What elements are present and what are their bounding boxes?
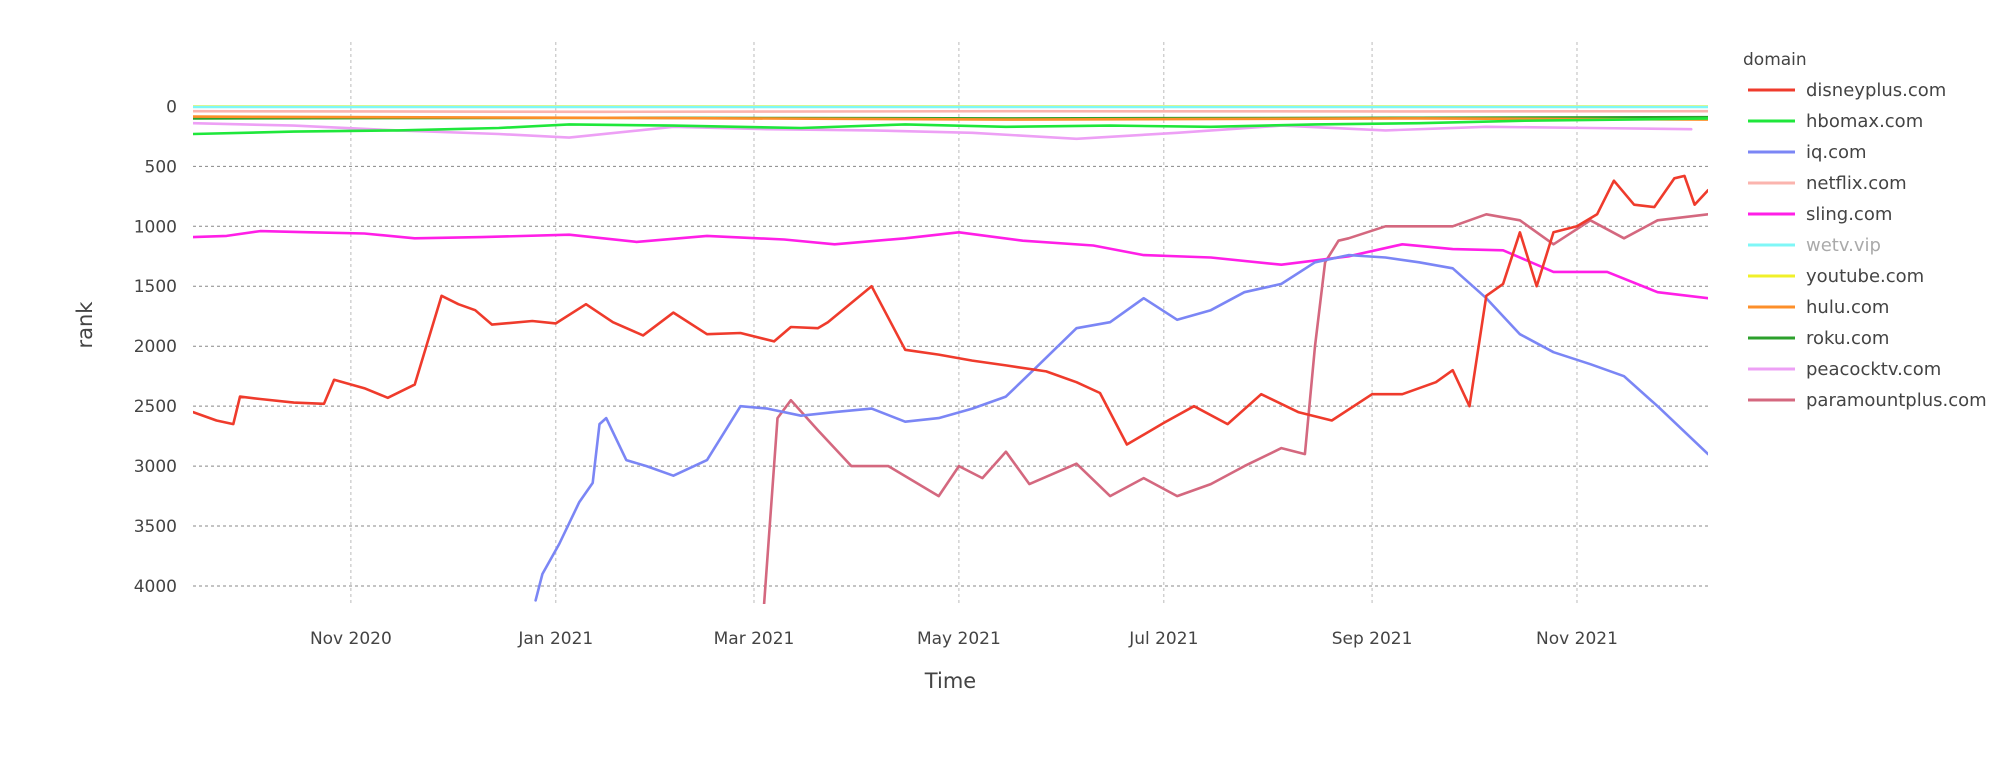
- legend-item-peacocktv-com[interactable]: peacocktv.com: [1748, 359, 1941, 380]
- legend-label: disneyplus.com: [1806, 80, 1946, 101]
- y-tick-label: 1000: [134, 217, 177, 237]
- x-tick-label: May 2021: [917, 629, 1001, 649]
- series-line-netflix-com: [193, 109, 1708, 114]
- legend-item-youtube-com[interactable]: youtube.com: [1748, 266, 1924, 287]
- x-tick-label: Jul 2021: [1128, 629, 1198, 649]
- series-line-paramountplus-com: [762, 213, 1708, 604]
- grid: [193, 42, 1708, 604]
- legend-label: youtube.com: [1806, 266, 1924, 287]
- y-tick-label: 1500: [134, 277, 177, 297]
- legend-label: peacocktv.com: [1806, 359, 1941, 380]
- y-tick-label: 3000: [134, 457, 177, 477]
- y-axis-title: rank: [73, 301, 97, 349]
- legend-item-paramountplus-com[interactable]: paramountplus.com: [1748, 390, 1987, 411]
- x-tick-label: Sep 2021: [1332, 629, 1413, 649]
- x-axis-title: Time: [924, 669, 976, 693]
- series-line-peacocktv-com: [193, 121, 1693, 141]
- legend-label: sling.com: [1806, 204, 1892, 225]
- y-tick-label: 2000: [134, 337, 177, 357]
- x-axis-ticks: Nov 2020 Jan 2021 Mar 2021 May 2021 Jul 2021…: [310, 629, 1618, 649]
- series-line-sling-com: [193, 229, 1708, 300]
- legend-label: roku.com: [1806, 328, 1889, 349]
- y-tick-label: 500: [145, 157, 177, 177]
- legend-item-sling-com[interactable]: sling.com: [1748, 204, 1892, 225]
- series-line-iq-com: [534, 253, 1708, 602]
- x-tick-label: Jan 2021: [517, 629, 593, 649]
- series-line-hbomax-com: [193, 117, 1708, 136]
- legend-item-hbomax-com[interactable]: hbomax.com: [1748, 111, 1923, 132]
- x-tick-label: Nov 2020: [310, 629, 392, 649]
- series-line-hulu-com: [193, 115, 1708, 121]
- legend-label: paramountplus.com: [1806, 390, 1987, 411]
- y-tick-label: 0: [166, 97, 177, 117]
- legend-item-roku-com[interactable]: roku.com: [1748, 328, 1889, 349]
- legend-item-hulu-com[interactable]: hulu.com: [1748, 297, 1889, 318]
- legend-item-wetv-vip[interactable]: wetv.vip: [1748, 235, 1881, 256]
- legend[interactable]: domain disneyplus.com hbomax.com iq.com net…: [1743, 50, 1987, 411]
- y-tick-label: 4000: [134, 577, 177, 597]
- legend-item-netflix-com[interactable]: netflix.com: [1748, 173, 1907, 194]
- series-line-disneyplus-com: [193, 174, 1708, 446]
- y-tick-label: 3500: [134, 517, 177, 537]
- legend-label: iq.com: [1806, 142, 1867, 163]
- legend-title: domain: [1743, 50, 1807, 70]
- x-tick-label: Mar 2021: [714, 629, 795, 649]
- y-tick-label: 2500: [134, 397, 177, 417]
- legend-label: hbomax.com: [1806, 111, 1923, 132]
- legend-label: hulu.com: [1806, 297, 1889, 318]
- legend-label: wetv.vip: [1806, 235, 1881, 256]
- legend-item-iq-com[interactable]: iq.com: [1748, 142, 1867, 163]
- x-tick-label: Nov 2021: [1536, 629, 1618, 649]
- y-axis-ticks: 0 500 1000 1500 2000 2500 3000 3500 4000: [134, 97, 177, 597]
- legend-label: netflix.com: [1806, 173, 1907, 194]
- legend-item-disneyplus-com[interactable]: disneyplus.com: [1748, 80, 1946, 101]
- series-lines: [193, 105, 1708, 604]
